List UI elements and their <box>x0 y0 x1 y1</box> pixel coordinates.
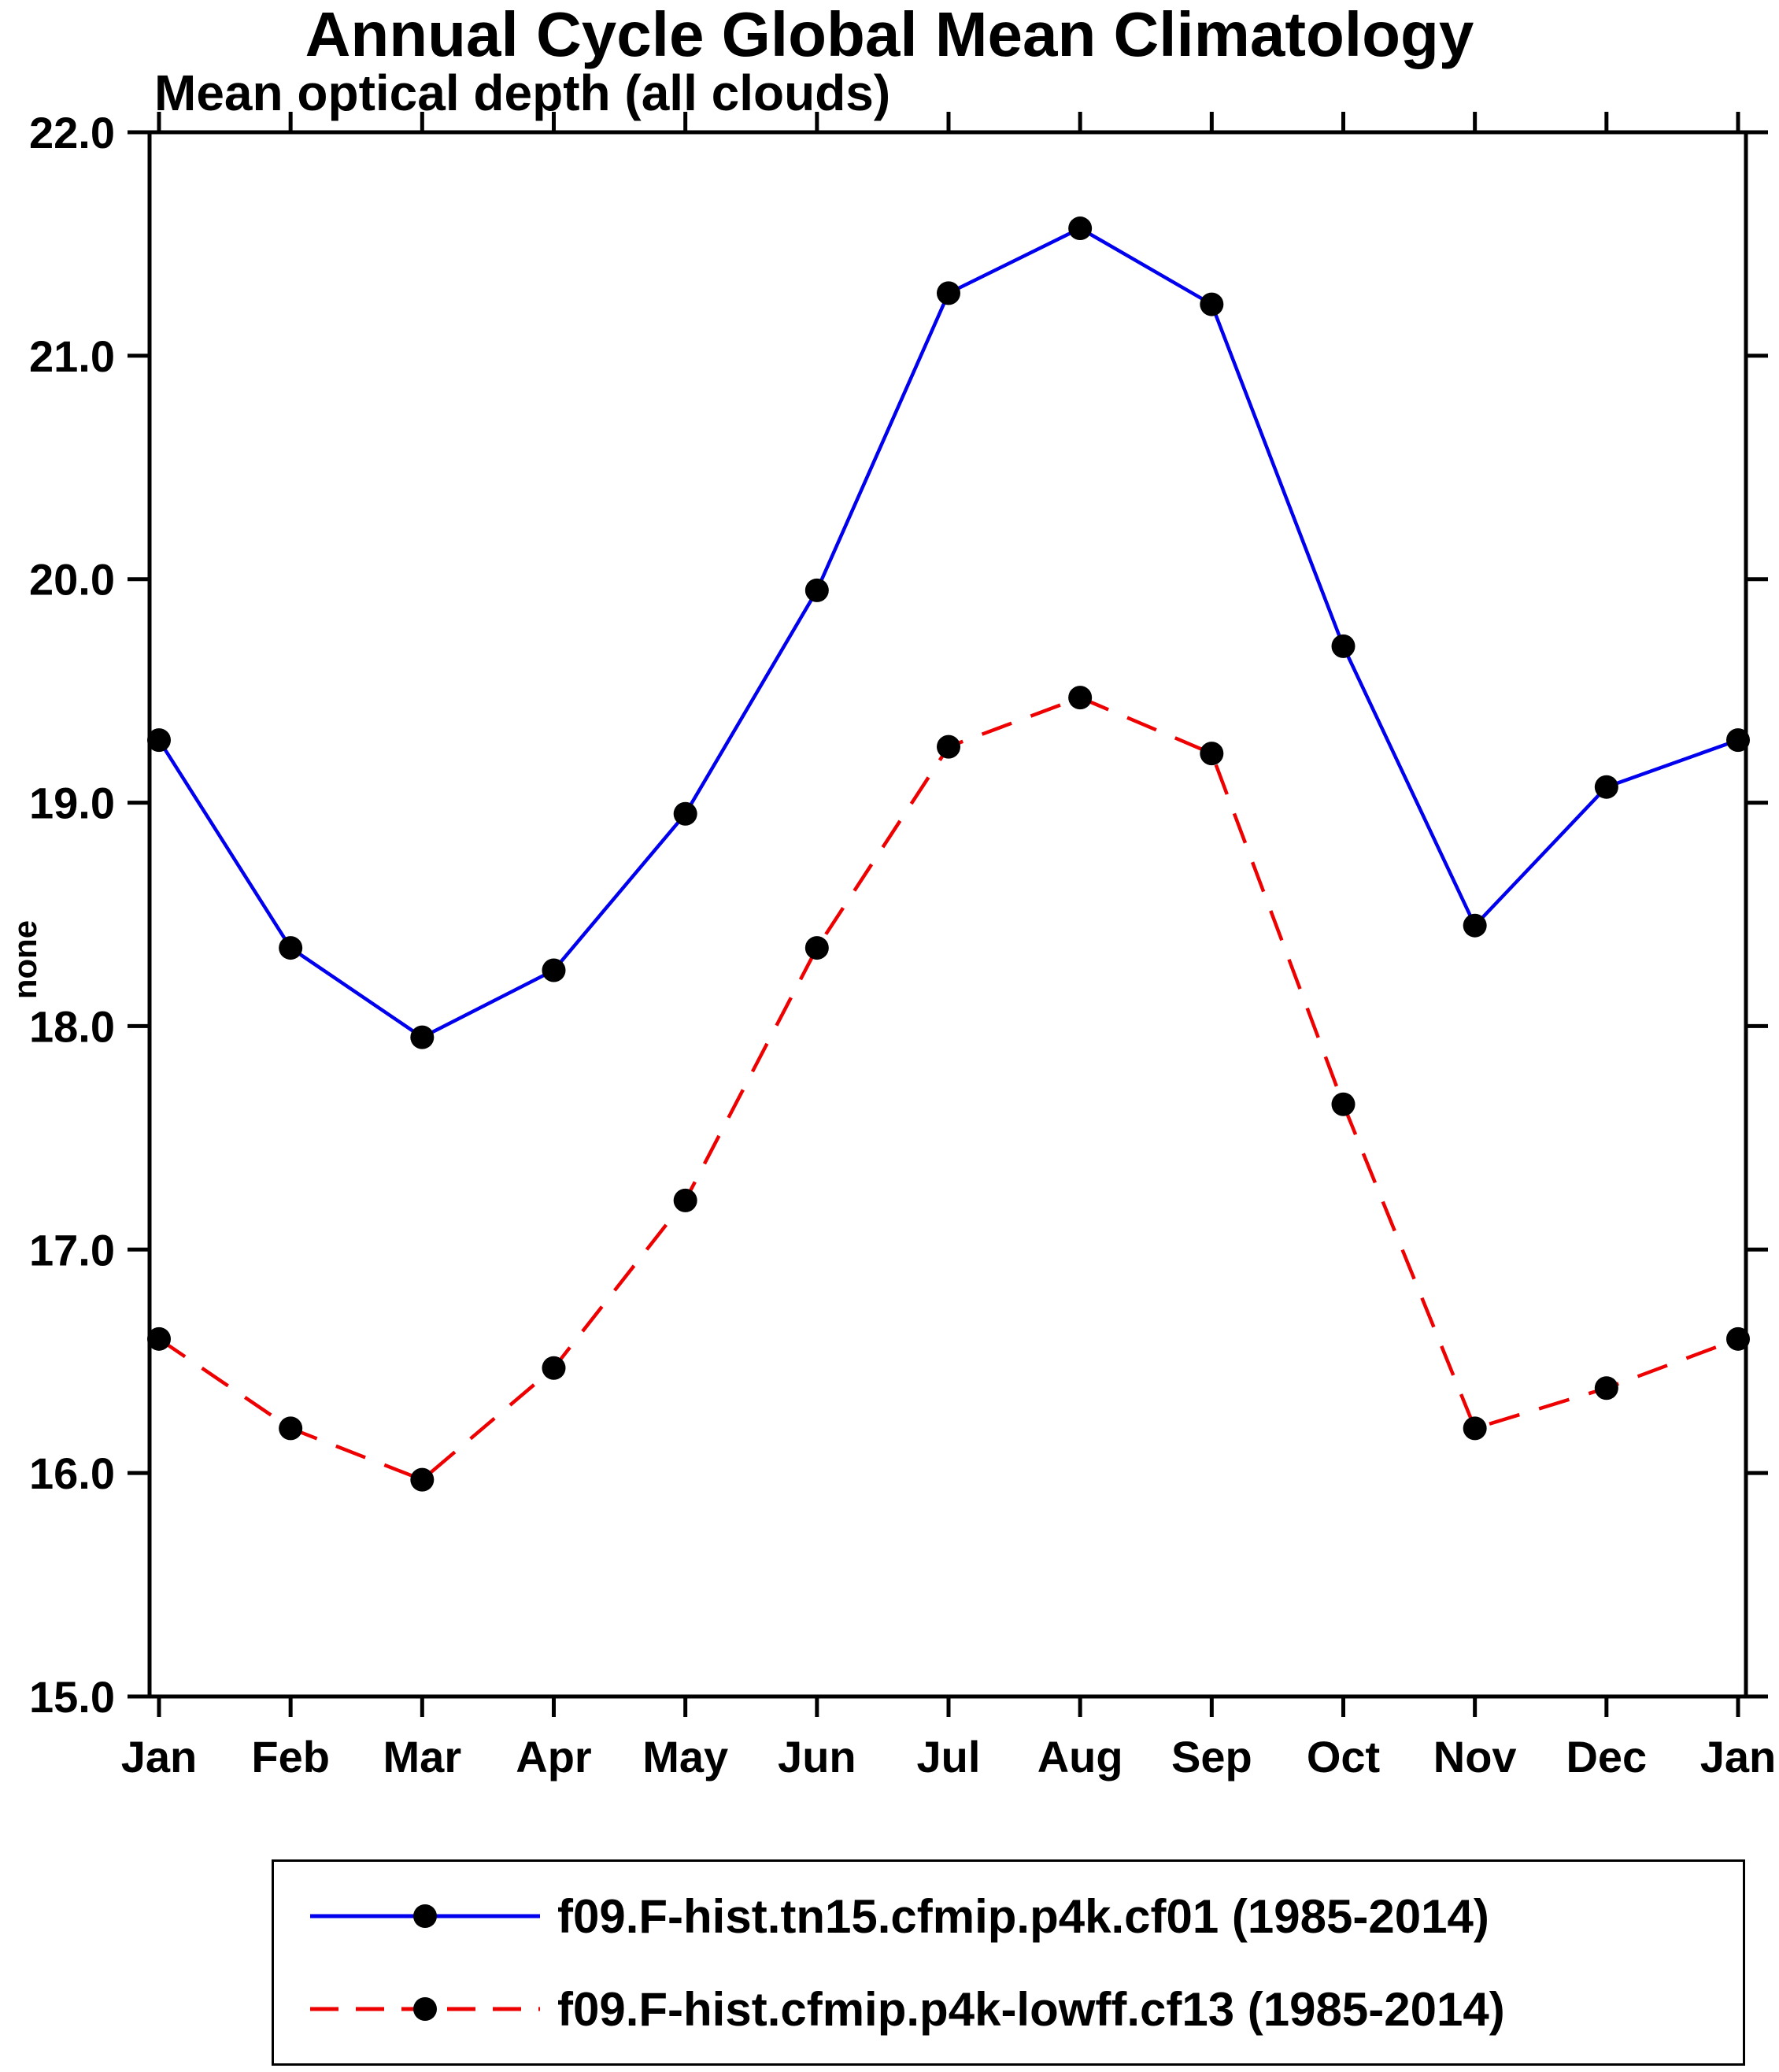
data-point-series-0 <box>542 958 566 982</box>
data-point-series-1 <box>937 734 960 759</box>
series-line-0 <box>157 226 1739 1040</box>
x-tick-label: Sep <box>1171 1732 1252 1782</box>
y-tick-label: 21.0 <box>29 331 115 381</box>
y-tick-label: 15.0 <box>29 1672 115 1722</box>
data-point-series-1 <box>1594 1376 1618 1400</box>
legend-line-sample-blue <box>310 1904 540 1928</box>
data-point-series-0 <box>410 1025 435 1049</box>
y-tick-label: 16.0 <box>29 1449 115 1498</box>
data-point-series-1 <box>804 936 829 960</box>
data-point-series-1 <box>1331 1092 1356 1116</box>
x-tick-label: Jun <box>778 1732 856 1782</box>
legend-label-series-1: f09.F-hist.cfmip.p4k-lowff.cf13 (1985-20… <box>557 1982 1505 2036</box>
x-tick-label: Mar <box>383 1732 462 1782</box>
data-point-series-0 <box>1463 913 1487 938</box>
data-point-series-1 <box>279 1416 303 1441</box>
data-point-series-0 <box>937 281 960 305</box>
data-point-series-1 <box>1068 686 1093 710</box>
x-tick-label: Aug <box>1037 1732 1123 1782</box>
legend-line-sample-red <box>310 1997 540 2021</box>
x-tick-label: Feb <box>251 1732 330 1782</box>
x-tick-label: Oct <box>1307 1732 1380 1782</box>
data-point-series-0 <box>1068 216 1093 241</box>
data-point-series-1 <box>673 1188 697 1212</box>
x-tick-label: May <box>642 1732 728 1782</box>
legend-marker-icon <box>413 1997 437 2021</box>
data-point-series-1 <box>542 1356 566 1380</box>
data-point-series-0 <box>147 728 171 753</box>
data-point-series-0 <box>1331 634 1356 658</box>
data-point-series-0 <box>1594 775 1618 799</box>
x-tick-label: Dec <box>1566 1732 1647 1782</box>
data-point-series-1 <box>147 1326 171 1351</box>
legend-row-series-1: f09.F-hist.cfmip.p4k-lowff.cf13 (1985-20… <box>274 1963 1743 2055</box>
x-tick-label: Jul <box>917 1732 981 1782</box>
legend: f09.F-hist.tn15.cfmip.p4k.cf01 (1985-201… <box>272 1859 1745 2066</box>
y-tick-label: 18.0 <box>29 1001 115 1051</box>
plot-frame <box>147 130 1748 1699</box>
x-tick-label: Nov <box>1433 1732 1517 1782</box>
y-tick-label: 19.0 <box>29 779 115 828</box>
x-tick-label: Jan <box>1700 1732 1777 1782</box>
series-line-1 <box>157 695 1739 1482</box>
data-point-series-1 <box>1200 742 1224 766</box>
x-tick-label: Jan <box>121 1732 198 1782</box>
legend-row-series-0: f09.F-hist.tn15.cfmip.p4k.cf01 (1985-201… <box>274 1870 1743 1963</box>
data-point-series-0 <box>804 578 829 602</box>
y-tick-label: 17.0 <box>29 1225 115 1275</box>
data-point-series-0 <box>1200 292 1224 316</box>
data-point-series-0 <box>1726 728 1750 753</box>
legend-marker-icon <box>413 1904 437 1928</box>
chart-title: Annual Cycle Global Mean Climatology <box>305 0 1474 69</box>
data-point-series-1 <box>1463 1416 1487 1441</box>
data-point-series-1 <box>410 1467 435 1492</box>
y-tick-label: 22.0 <box>29 108 115 157</box>
data-point-series-0 <box>673 801 697 826</box>
x-tick-label: Apr <box>516 1732 591 1782</box>
chart-subtitle: Mean optical depth (all clouds) <box>154 65 891 121</box>
legend-label-series-0: f09.F-hist.tn15.cfmip.p4k.cf01 (1985-201… <box>557 1889 1489 1943</box>
data-point-series-1 <box>1726 1326 1750 1351</box>
data-point-series-0 <box>279 936 303 960</box>
y-tick-label: 20.0 <box>29 555 115 605</box>
